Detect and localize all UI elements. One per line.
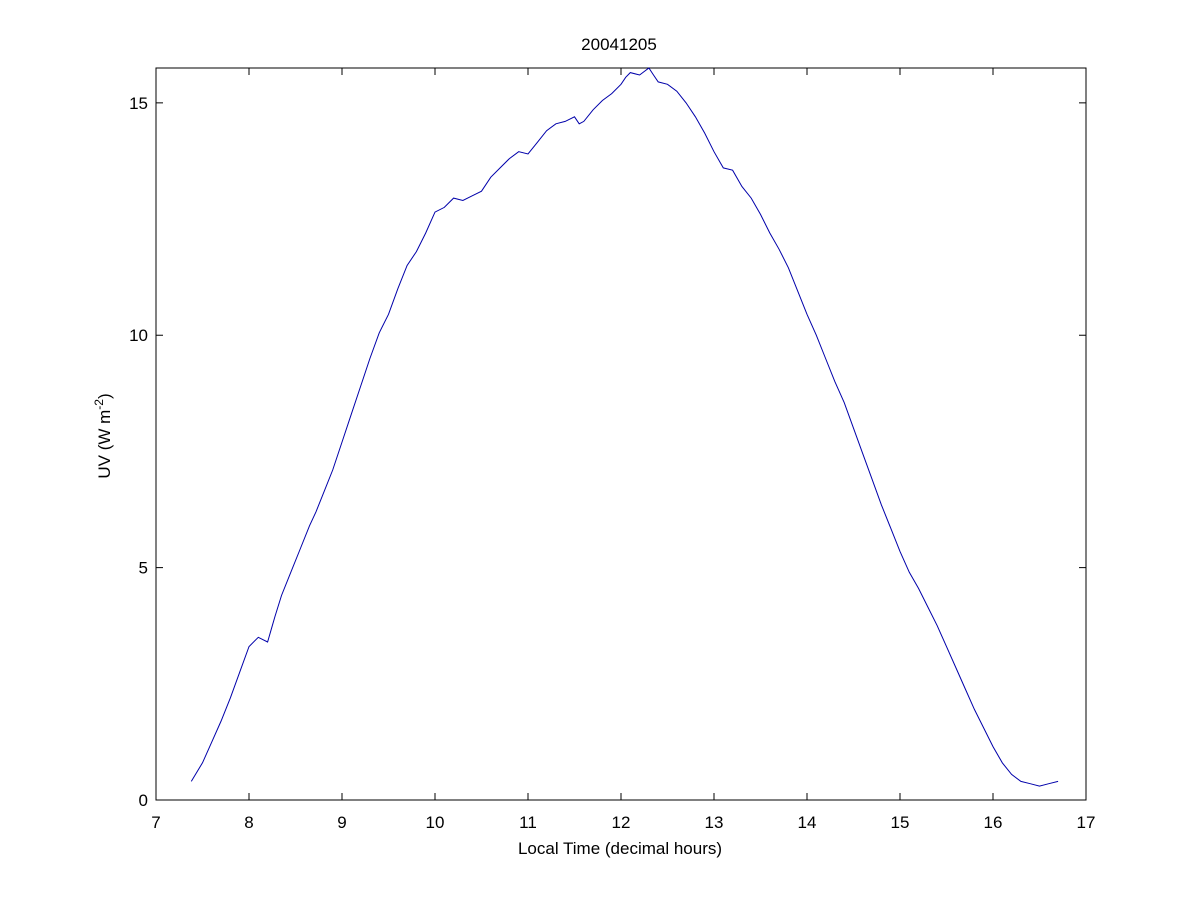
- y-tick-label: 10: [129, 326, 148, 345]
- y-tick-label: 0: [139, 791, 148, 810]
- x-tick-label: 14: [798, 813, 817, 832]
- x-tick-label: 17: [1077, 813, 1096, 832]
- y-axis-label-prefix: UV (W m: [95, 410, 114, 479]
- x-tick-label: 9: [337, 813, 346, 832]
- y-tick-label: 15: [129, 94, 148, 113]
- y-tick-label: 5: [139, 559, 148, 578]
- y-axis-label-superscript: -2: [92, 399, 106, 410]
- x-tick-label: 8: [244, 813, 253, 832]
- x-tick-label: 16: [984, 813, 1003, 832]
- x-tick-label: 7: [151, 813, 160, 832]
- uv-series-line: [190, 67, 1059, 787]
- chart-title: 20041205: [581, 35, 657, 54]
- y-axis-label: UV (W m-2): [92, 393, 114, 478]
- y-axis-ticks: 0 5 10 15: [129, 94, 1086, 810]
- x-axis-ticks: 7 8 9 10 11 12 13 14 15 16 17: [151, 68, 1095, 832]
- x-axis-label: Local Time (decimal hours): [518, 839, 722, 858]
- x-tick-label: 12: [612, 813, 631, 832]
- y-axis-label-suffix: ): [95, 393, 114, 399]
- x-tick-label: 11: [519, 813, 537, 832]
- plot-area: [155, 67, 1087, 801]
- x-tick-label: 10: [426, 813, 445, 832]
- x-tick-label: 15: [891, 813, 910, 832]
- x-tick-label: 13: [705, 813, 724, 832]
